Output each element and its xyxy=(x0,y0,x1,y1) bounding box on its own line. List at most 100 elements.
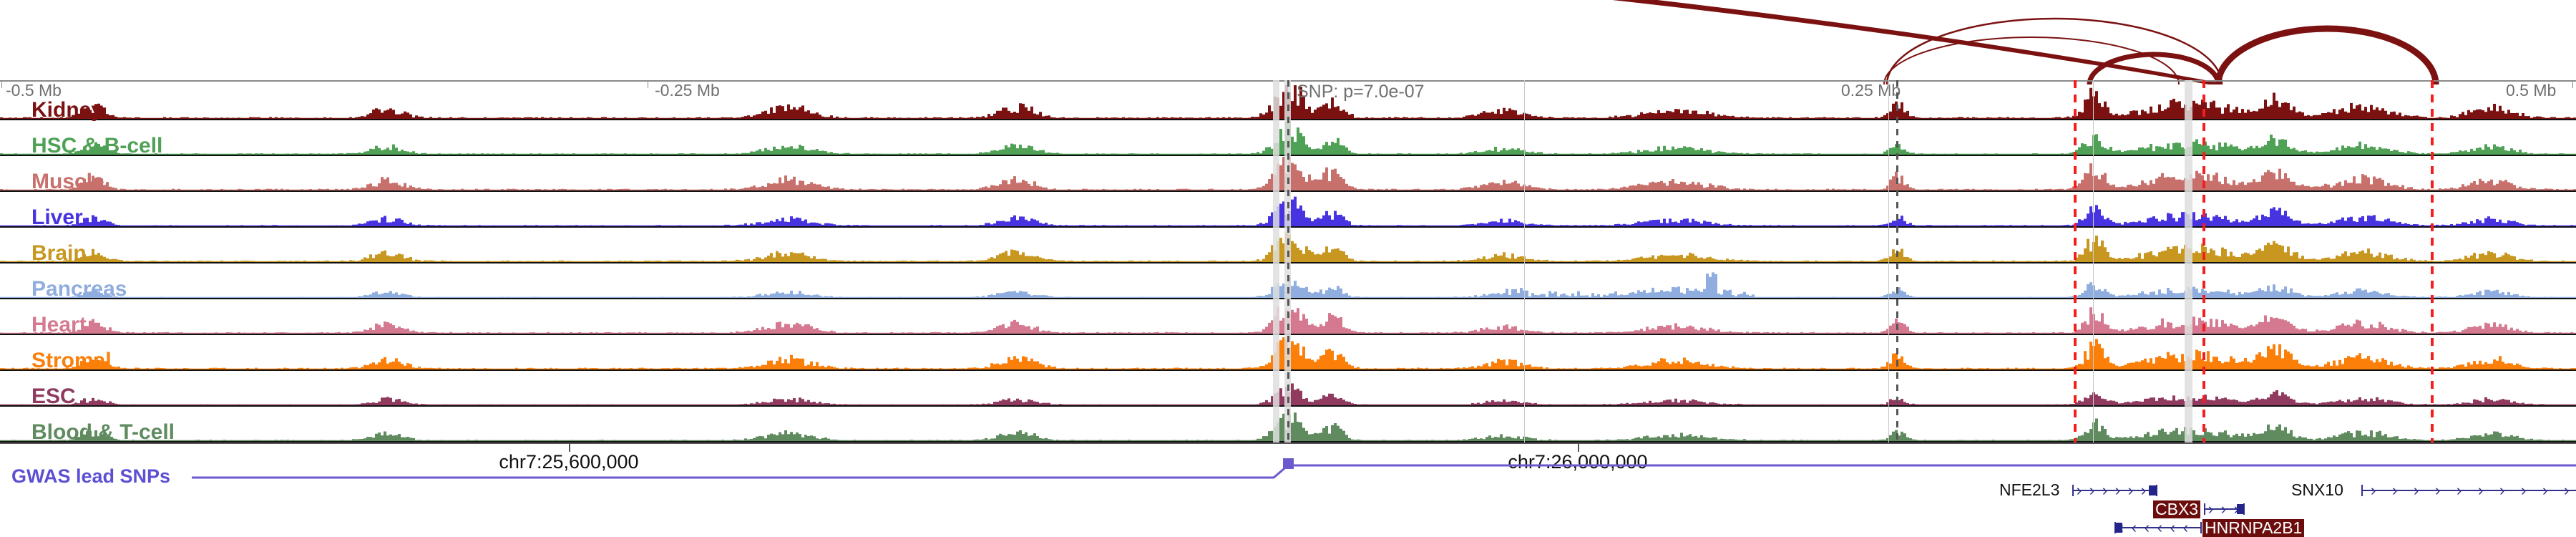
gene-body-snx10[interactable] xyxy=(2361,490,2576,491)
gene-label-hnrnpa2b1[interactable]: HNRNPA2B1 xyxy=(2202,519,2305,537)
chromatin-loop-arcs xyxy=(0,0,2576,84)
coordinate-tick-1 xyxy=(1578,444,1579,452)
signal-profile-svg xyxy=(0,196,2576,226)
gwas-lead-snps-track[interactable]: GWAS lead SNPs xyxy=(0,458,2576,487)
track-label-pancreas: Pancreas xyxy=(31,277,127,301)
strand-arrow-icon: › xyxy=(2114,481,2121,499)
signal-profile-svg xyxy=(0,85,2576,119)
track-label-liver: Liver xyxy=(31,205,83,229)
strand-arrow-icon: › xyxy=(2499,481,2505,499)
gene-exon-box-hnrnpa2b1 xyxy=(2114,523,2122,533)
track-label-esc: ESC xyxy=(31,384,76,408)
ruler-line xyxy=(0,80,2576,82)
coordinate-axis-line xyxy=(0,442,2576,444)
signal-profile-svg xyxy=(0,121,2576,155)
strand-arrow-icon: › xyxy=(2478,481,2484,499)
gwas-snp-marker[interactable] xyxy=(1283,458,1294,469)
strand-arrow-icon: › xyxy=(2414,481,2419,499)
gene-label-cbx3[interactable]: CBX3 xyxy=(2153,500,2201,518)
strand-arrow-icon: ‹ xyxy=(2131,518,2137,536)
strand-arrow-icon: › xyxy=(2089,481,2095,499)
genomic-coordinate-axis: chr7:25,600,000 chr7:26,000,000 xyxy=(0,442,2576,473)
gwas-line-svg xyxy=(192,464,2576,479)
signal-track-liver[interactable]: Liver xyxy=(0,192,2576,228)
ruler-label-2: 0.25 Mb xyxy=(1841,81,1901,100)
mb-ruler: -0.5 Mb -0.25 Mb 0.25 Mb 0.5 Mb xyxy=(0,80,2576,99)
gene-annotation-track[interactable]: NFE2L3 › › › › › › SNX10 › › › › › › › › › ›CBX3 › › ›HNRNPA… xyxy=(0,481,2576,537)
signal-profile xyxy=(0,232,2576,262)
strand-arrow-icon: › xyxy=(2435,481,2441,499)
strand-arrow-icon: › xyxy=(2140,481,2147,499)
gwas-lead-snps-label: GWAS lead SNPs xyxy=(11,465,171,487)
gene-body-hnrnpa2b1[interactable] xyxy=(2114,527,2200,528)
track-label-brain: Brain xyxy=(31,241,87,265)
strand-arrow-icon: › xyxy=(2234,501,2242,517)
gene-end-tick-cbx3-0 xyxy=(2204,503,2205,515)
coordinate-tick-0 xyxy=(569,444,570,452)
track-label-muscle: Muscle xyxy=(31,170,104,193)
signal-track-kidney[interactable]: Kidney xyxy=(0,84,2576,122)
signal-profile-svg xyxy=(0,412,2576,441)
strand-arrow-icon: › xyxy=(2564,481,2570,499)
gene-body-cbx3[interactable] xyxy=(2204,508,2243,510)
signal-profile-svg xyxy=(0,306,2576,334)
gene-end-tick-cbx3-1 xyxy=(2243,503,2245,515)
strand-arrow-icon: ‹ xyxy=(2157,518,2163,536)
gene-label-snx10[interactable]: SNX10 xyxy=(2291,480,2343,499)
strand-arrow-icon: › xyxy=(2457,481,2462,499)
gene-end-tick-nfe2l3-0 xyxy=(2072,485,2074,496)
ruler-label-0: -0.5 Mb xyxy=(6,81,62,100)
signal-track-stromal[interactable]: Stromal xyxy=(0,335,2576,372)
signal-profile xyxy=(0,412,2576,441)
signal-profile xyxy=(0,272,2576,298)
track-label-hsc-b-cell: HSC & B-cell xyxy=(31,134,163,158)
coordinate-label-1: chr7:26,000,000 xyxy=(1508,451,1648,473)
track-label-stromal: Stromal xyxy=(31,349,112,372)
gene-row-1: CBX3 › › › xyxy=(0,500,2576,518)
gene-exon-box-cbx3 xyxy=(2237,504,2244,514)
signal-profile-svg xyxy=(0,232,2576,262)
gene-row-2: HNRNPA2B1‹‹‹‹‹‹ xyxy=(0,518,2576,537)
signal-track-hsc-b-cell[interactable]: HSC & B-cell xyxy=(0,120,2576,158)
signal-profile xyxy=(0,337,2576,369)
signal-track-heart[interactable]: Heart xyxy=(0,299,2576,337)
strand-arrow-icon: › xyxy=(2207,500,2214,518)
signal-profile-svg xyxy=(0,272,2576,298)
signal-tracks[interactable]: Kidney HSC & B-cell Muscle Liver Brain Pancre… xyxy=(0,84,2576,443)
signal-profile-svg xyxy=(0,383,2576,405)
snp-pvalue-annotation: SNP: p=7.0e-07 xyxy=(1297,82,1425,102)
signal-profile xyxy=(0,157,2576,190)
gene-end-tick-hnrnpa2b1-1 xyxy=(2200,522,2202,533)
signal-profile xyxy=(0,85,2576,119)
strand-arrow-icon: ‹ xyxy=(2144,518,2150,536)
signal-profile-svg xyxy=(0,337,2576,369)
signal-track-brain[interactable]: Brain xyxy=(0,228,2576,265)
gene-exon-box-nfe2l3 xyxy=(2149,485,2157,495)
strand-arrow-icon: › xyxy=(2220,500,2227,518)
strand-arrow-icon: › xyxy=(2521,481,2527,499)
signal-profile-svg xyxy=(0,157,2576,190)
track-label-kidney: Kidney xyxy=(31,98,104,122)
signal-profile xyxy=(0,196,2576,226)
signal-track-blood-t-cell[interactable]: Blood & T-cell xyxy=(0,407,2576,443)
track-label-heart: Heart xyxy=(31,313,87,337)
strand-arrow-icon: › xyxy=(2102,481,2108,499)
signal-track-muscle[interactable]: Muscle xyxy=(0,156,2576,193)
signal-track-pancreas[interactable]: Pancreas xyxy=(0,263,2576,301)
gene-label-nfe2l3[interactable]: NFE2L3 xyxy=(1999,480,2060,499)
strand-arrow-icon: ‹ xyxy=(2182,518,2189,536)
signal-profile xyxy=(0,383,2576,405)
strand-arrow-icon: › xyxy=(2127,481,2134,499)
signal-profile xyxy=(0,121,2576,155)
coordinate-label-0: chr7:25,600,000 xyxy=(499,451,639,473)
strand-arrow-icon: › xyxy=(2392,481,2398,499)
ruler-tick-3 xyxy=(2572,82,2573,88)
ruler-label-1: -0.25 Mb xyxy=(655,81,720,100)
ruler-label-3: 0.5 Mb xyxy=(2506,81,2557,100)
signal-profile xyxy=(0,306,2576,334)
signal-track-esc[interactable]: ESC xyxy=(0,371,2576,407)
gene-row-0: NFE2L3 › › › › › › SNX10 › › › › › › › › › › xyxy=(0,481,2576,500)
gene-body-nfe2l3[interactable] xyxy=(2072,490,2156,491)
strand-arrow-icon: › xyxy=(2542,481,2548,499)
